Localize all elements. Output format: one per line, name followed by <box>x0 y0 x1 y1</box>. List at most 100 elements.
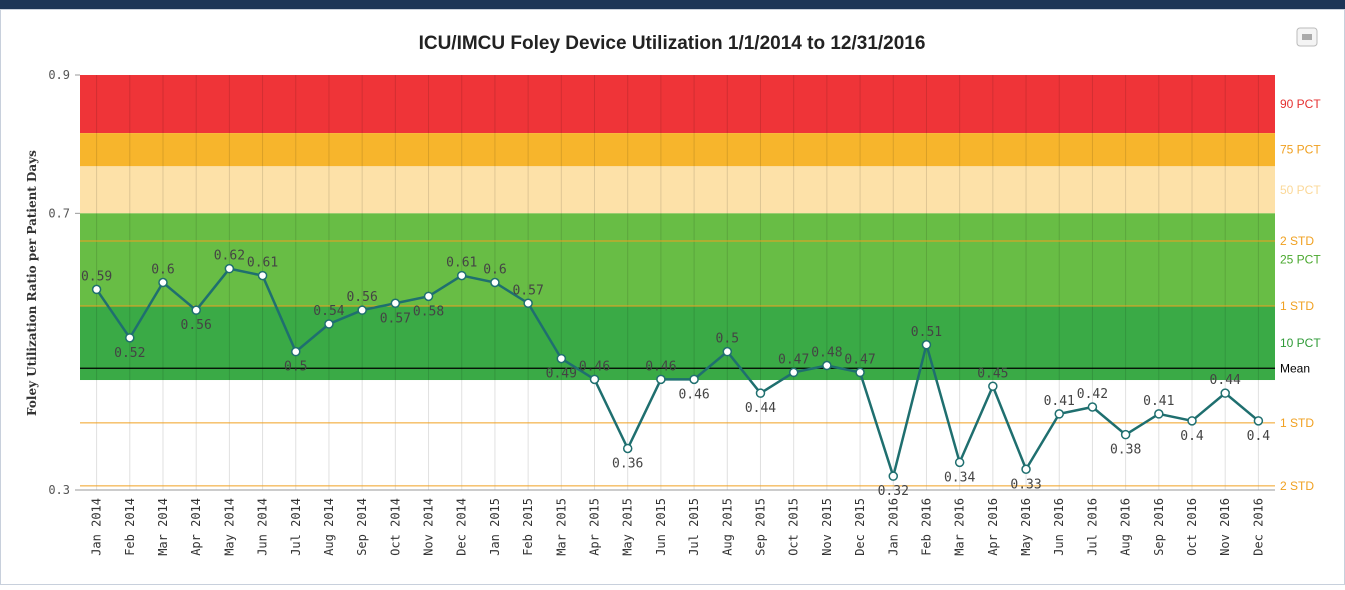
data-label: 0.4 <box>1247 429 1271 444</box>
y-tick-label: 0.3 <box>48 483 70 497</box>
band <box>80 166 1275 214</box>
data-label: 0.46 <box>678 387 709 402</box>
band-label: 25 PCT <box>1280 253 1321 267</box>
data-point <box>1253 416 1264 426</box>
data-label: 0.42 <box>1077 387 1108 402</box>
x-tick-label: Jan 2014 <box>90 498 104 556</box>
data-point <box>1154 409 1164 419</box>
band <box>80 213 1275 307</box>
data-point <box>1021 464 1031 474</box>
reference-label: 1 STD <box>1280 416 1314 430</box>
x-tick-label: Jun 2015 <box>654 498 668 556</box>
data-point <box>324 319 334 329</box>
data-label: 0.61 <box>247 256 278 271</box>
data-point <box>125 333 135 343</box>
data-label: 0.45 <box>977 366 1008 381</box>
reference-label: 2 STD <box>1280 479 1314 493</box>
data-label: 0.51 <box>911 325 942 340</box>
data-label: 0.48 <box>811 346 842 361</box>
x-tick-label: Nov 2014 <box>422 498 436 556</box>
data-label: 0.56 <box>181 318 212 333</box>
data-label: 0.57 <box>512 283 543 298</box>
x-tick-label: Oct 2016 <box>1185 498 1199 556</box>
x-tick-label: Mar 2014 <box>156 498 170 556</box>
band <box>80 306 1275 381</box>
band <box>80 75 1275 134</box>
data-point <box>722 346 733 357</box>
data-label: 0.44 <box>1210 373 1241 388</box>
data-label: 0.46 <box>579 359 610 374</box>
data-point <box>855 367 865 378</box>
y-tick-label: 0.9 <box>48 68 70 82</box>
data-line <box>95 267 1260 481</box>
data-label: 0.62 <box>214 249 245 264</box>
x-tick-label: Feb 2014 <box>123 498 137 556</box>
data-point <box>390 298 401 308</box>
reference-label: Mean <box>1280 361 1310 375</box>
data-point <box>1120 429 1131 440</box>
data-point <box>423 291 434 302</box>
data-label: 0.33 <box>1010 477 1041 492</box>
data-point <box>523 298 533 308</box>
x-tick-label: Feb 2016 <box>919 498 933 556</box>
menu-button[interactable] <box>1296 27 1318 47</box>
data-point <box>622 443 633 454</box>
data-label: 0.41 <box>1143 394 1174 409</box>
x-tick-label: Apr 2015 <box>588 498 602 556</box>
data-point <box>689 374 699 385</box>
data-point <box>755 388 766 398</box>
menu-icon[interactable] <box>1302 34 1312 40</box>
x-tick-label: Jul 2014 <box>289 498 303 556</box>
data-label: 0.52 <box>114 346 145 361</box>
x-tick-label: May 2014 <box>222 498 236 556</box>
x-tick-label: Jan 2015 <box>488 498 502 556</box>
data-point <box>158 277 168 288</box>
y-tick-label: 0.7 <box>48 206 70 220</box>
data-point <box>91 284 102 295</box>
data-label: 0.49 <box>546 367 577 382</box>
data-point <box>822 360 832 371</box>
band-label: 10 PCT <box>1280 336 1321 350</box>
x-tick-label: Aug 2014 <box>322 498 336 556</box>
data-point <box>1087 402 1098 412</box>
x-tick-label: Mar 2016 <box>953 498 967 556</box>
x-tick-label: Feb 2015 <box>521 498 535 556</box>
x-tick-label: Jun 2014 <box>256 498 270 556</box>
data-point <box>954 457 965 468</box>
y-axis-label: Foley Utilization Ratio per Patient Days <box>25 150 39 416</box>
reference-label: 2 STD <box>1280 234 1314 248</box>
data-label: 0.61 <box>446 256 477 271</box>
band-label: 75 PCT <box>1280 143 1321 157</box>
data-point <box>291 346 301 357</box>
data-point <box>788 367 799 378</box>
data-label: 0.32 <box>878 484 909 499</box>
x-tick-label: Aug 2016 <box>1119 498 1133 556</box>
band-label: 90 PCT <box>1280 97 1321 111</box>
x-tick-label: Dec 2014 <box>455 498 469 556</box>
data-label: 0.4 <box>1180 429 1204 444</box>
x-tick-label: Sep 2015 <box>753 498 767 556</box>
data-point <box>1220 388 1230 398</box>
data-label: 0.44 <box>745 401 776 416</box>
data-point <box>988 381 998 391</box>
data-point <box>1187 416 1197 426</box>
data-label: 0.6 <box>483 263 506 278</box>
x-tick-label: Jan 2016 <box>886 498 900 556</box>
data-point <box>456 270 467 281</box>
x-tick-label: Dec 2015 <box>853 498 867 556</box>
x-tick-label: Apr 2016 <box>986 498 1000 556</box>
x-tick-label: Nov 2015 <box>820 498 834 556</box>
data-point <box>1054 409 1064 419</box>
data-label: 0.59 <box>81 269 112 284</box>
data-label: 0.38 <box>1110 443 1141 458</box>
data-point <box>656 374 666 385</box>
x-tick-label: Jul 2016 <box>1085 498 1099 556</box>
data-point <box>888 471 899 481</box>
data-point <box>191 305 201 315</box>
data-label: 0.5 <box>716 332 739 347</box>
data-point <box>224 263 235 274</box>
data-point <box>490 277 500 288</box>
x-tick-label: Jul 2015 <box>687 498 701 556</box>
x-tick-label: Aug 2015 <box>720 498 734 556</box>
